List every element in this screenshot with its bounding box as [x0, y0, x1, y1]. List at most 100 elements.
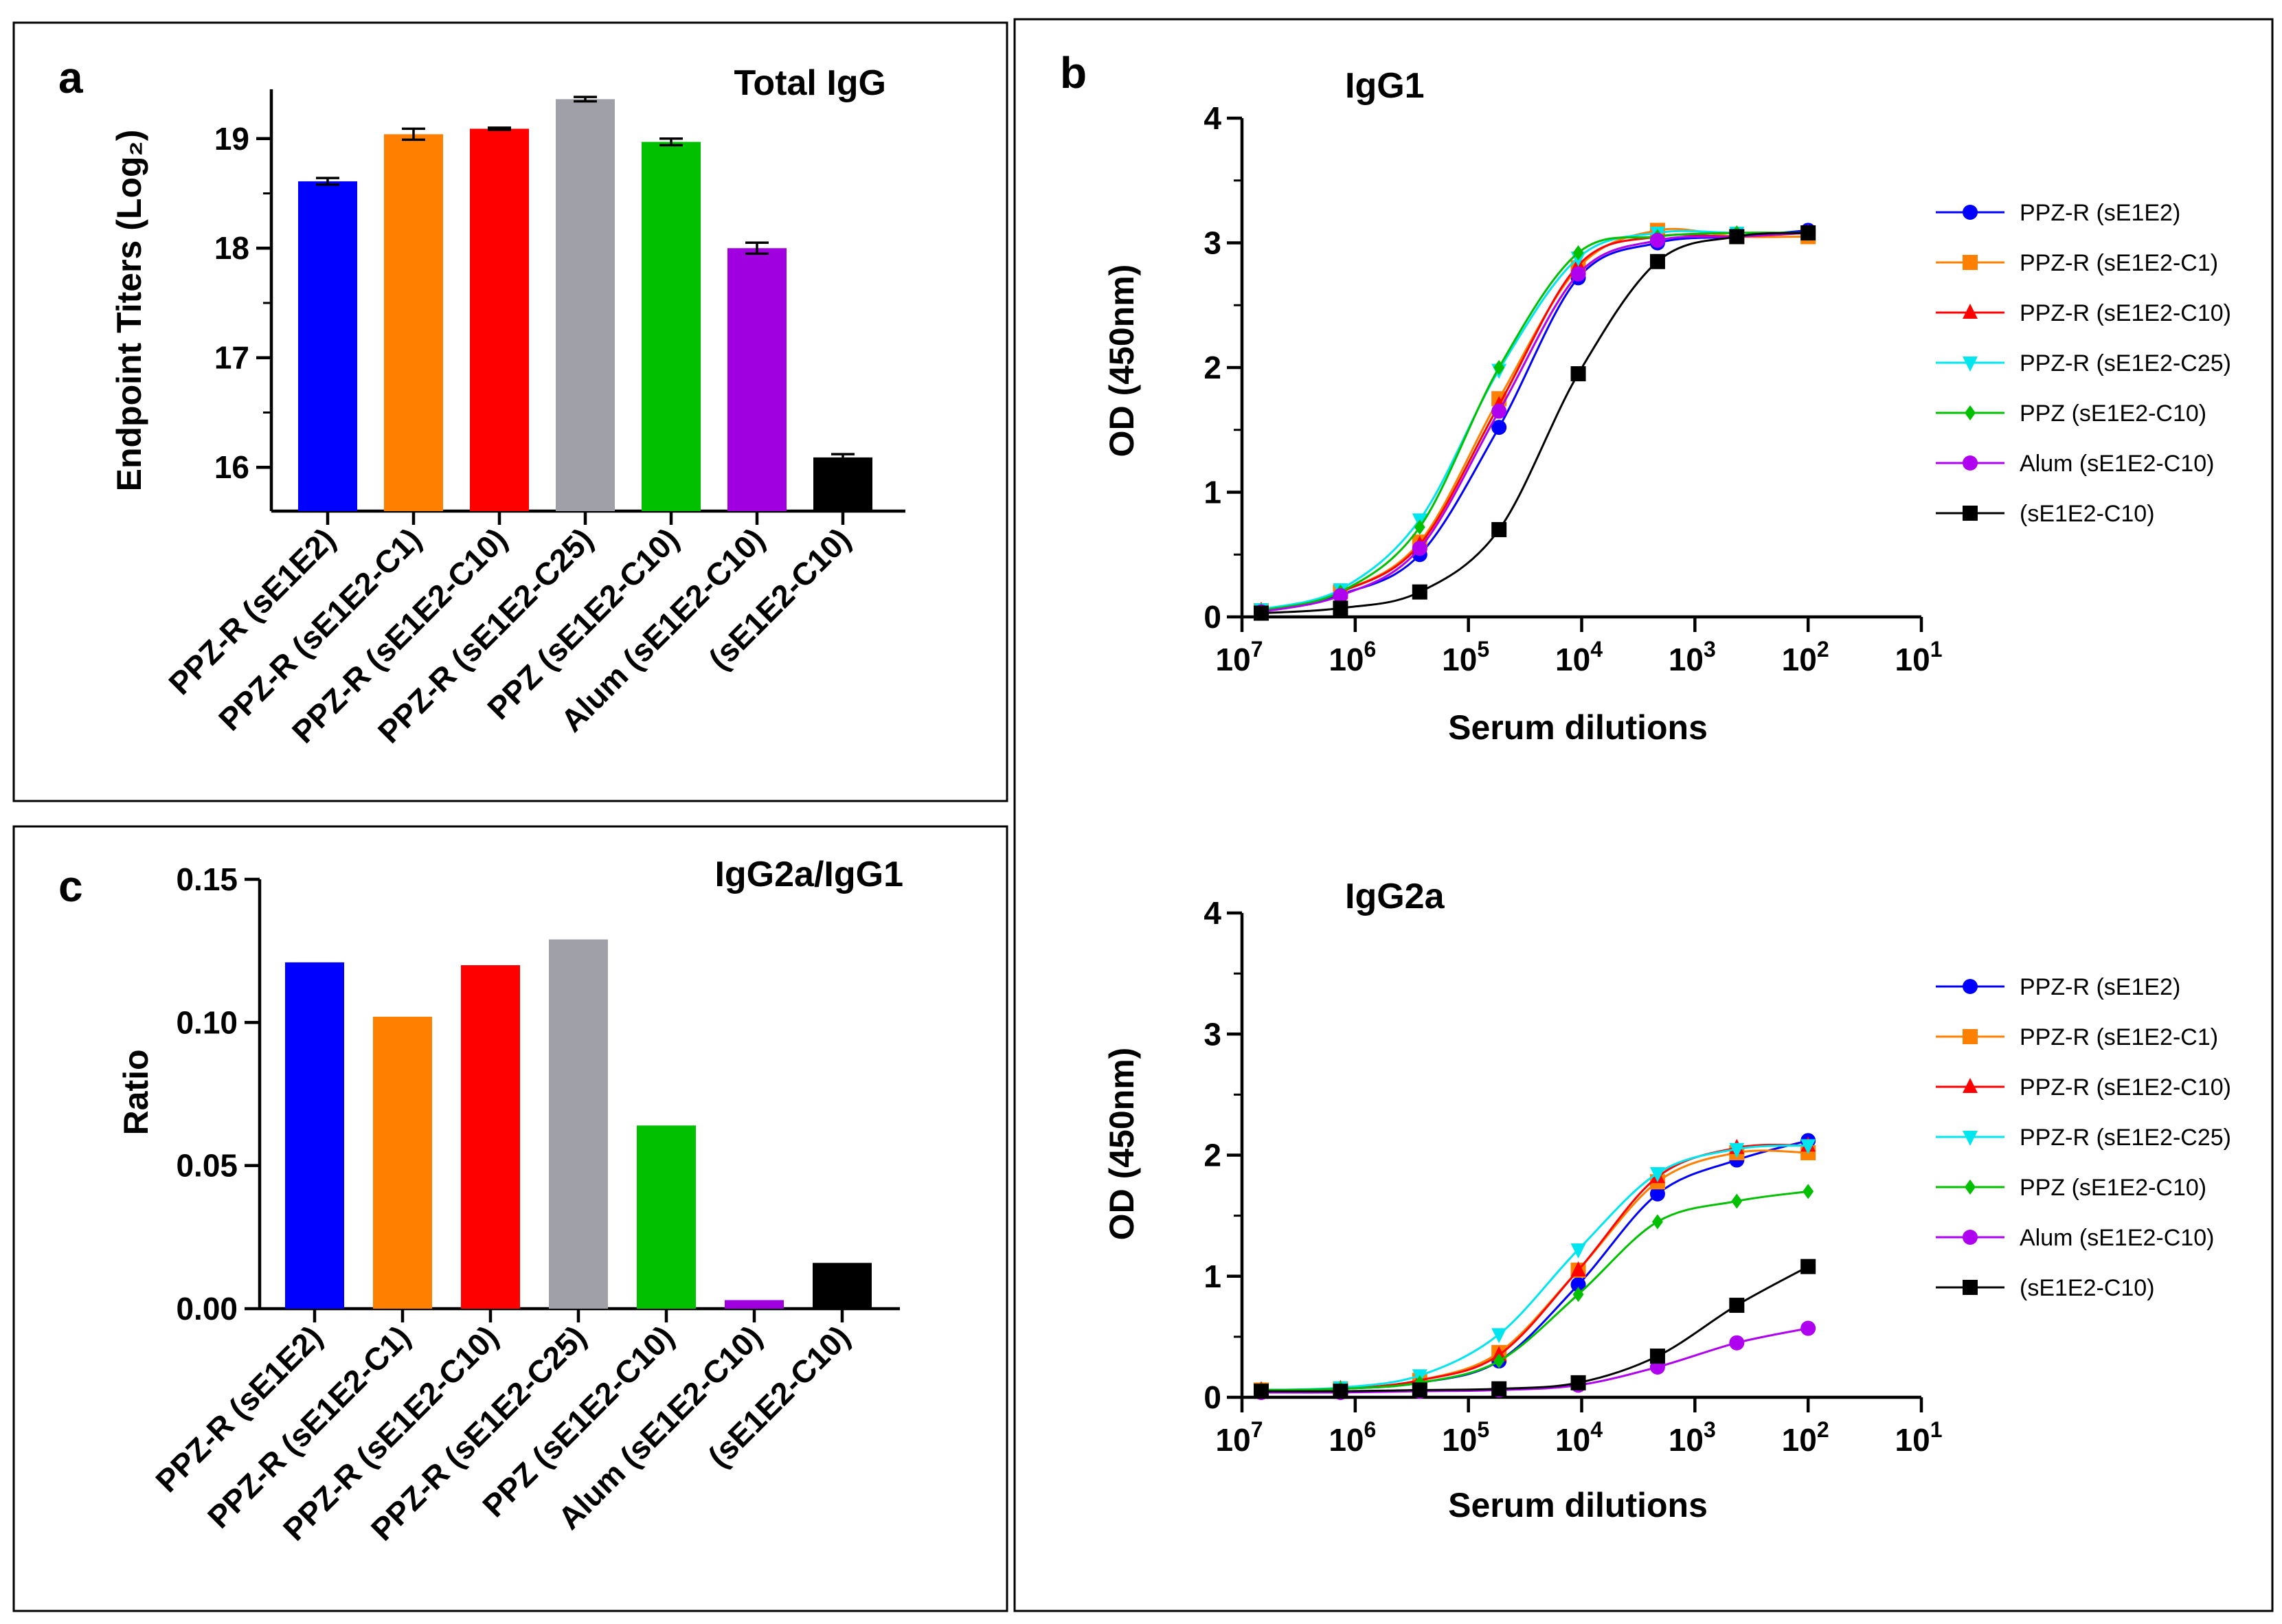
chart-b2-y-tick-label: 2 — [1204, 1138, 1221, 1173]
chart-b2-data-point-ppz-r-se1e2 — [1570, 1277, 1586, 1293]
chart-b1-legend-marker — [1963, 455, 1978, 471]
chart-b2-series-line-ppz-r-se1e2-c25 — [1261, 1144, 1809, 1391]
chart-c-bar-ppz-r-se1e2 — [285, 962, 344, 1309]
panel-b-letter: b — [1060, 48, 1087, 98]
chart-b2-data-point-se1e2-c10 — [1570, 1375, 1586, 1390]
chart-b1-data-point-ppz-se1e2-c10 — [1493, 360, 1505, 375]
chart-b1-x-tick-label: 105 — [1442, 637, 1489, 677]
chart-c-bar-se1e2-c10 — [813, 1263, 872, 1309]
chart-b2-data-point-ppz-r-se1e2-c10 — [1570, 1261, 1586, 1276]
chart-b1-x-tick-label: 106 — [1329, 637, 1376, 677]
chart-a-total-igg: Total IgG Endpoint Titers (Log₂) 16 17 18 1… — [110, 63, 905, 750]
chart-b2-legend-marker — [1963, 1230, 1978, 1245]
chart-b2-series-line-se1e2-c10 — [1261, 1265, 1809, 1392]
chart-b2-y-tick-label: 4 — [1204, 895, 1221, 931]
chart-b1-legend-marker — [1965, 405, 1976, 420]
chart-b2-data-point-se1e2-c10 — [1254, 1384, 1269, 1399]
panel-c-letter: c — [58, 861, 83, 911]
chart-a-y-tick-label: 19 — [214, 121, 249, 157]
chart-b1-xlabel: Serum dilutions — [1448, 708, 1708, 747]
chart-b2-legend-label: PPZ (sE1E2-C10) — [2020, 1175, 2206, 1201]
chart-b2-legend-marker — [1963, 1131, 1978, 1146]
chart-b1-data-point-alum-se1e2-c10 — [1412, 541, 1427, 556]
chart-b1-legend-label: PPZ (sE1E2-C10) — [2020, 401, 2206, 427]
chart-b2-data-point-alum-se1e2-c10 — [1729, 1335, 1745, 1351]
chart-a-ylabel: Endpoint Titers (Log₂) — [110, 130, 148, 492]
chart-b1-legend-label: (sE1E2-C10) — [2020, 501, 2155, 527]
chart-b1-data-point-alum-se1e2-c10 — [1570, 266, 1586, 282]
chart-b1-data-point-se1e2-c10 — [1412, 584, 1427, 600]
chart-b2-y-tick-label: 1 — [1204, 1259, 1221, 1294]
chart-b1-data-point-se1e2-c10 — [1729, 229, 1745, 245]
chart-b2-legend-label: PPZ-R (sE1E2) — [2020, 974, 2180, 1000]
chart-b1-series-line-alum-se1e2-c10 — [1261, 232, 1809, 613]
chart-b2-series-line-ppz-r-se1e2-c1 — [1261, 1149, 1809, 1391]
chart-b2-x-tick-label: 103 — [1669, 1417, 1716, 1458]
chart-b1-data-point-se1e2-c10 — [1649, 253, 1665, 269]
chart-b2-data-point-ppz-se1e2-c10 — [1731, 1193, 1743, 1209]
chart-b1-y-tick-label: 4 — [1204, 100, 1221, 136]
chart-b2-data-point-ppz-se1e2-c10 — [1572, 1287, 1584, 1302]
chart-b1-y-tick-label: 3 — [1204, 225, 1221, 261]
chart-b2-data-point-se1e2-c10 — [1800, 1259, 1816, 1274]
chart-b1-legend-marker — [1963, 304, 1978, 319]
chart-b1-data-point-alum-se1e2-c10 — [1649, 232, 1665, 248]
chart-b2-y-tick-label: 3 — [1204, 1016, 1221, 1052]
chart-a-bar-se1e2-c10 — [813, 457, 872, 511]
chart-b2-data-point-ppz-se1e2-c10 — [1803, 1184, 1814, 1199]
chart-c-bar-alum-se1e2-c10 — [725, 1300, 784, 1309]
chart-b1-y-tick-label: 0 — [1204, 599, 1221, 635]
chart-b2-data-point-ppz-r-se1e2 — [1649, 1186, 1665, 1202]
chart-b2-legend-marker — [1965, 1180, 1976, 1195]
chart-b2-data-point-se1e2-c10 — [1412, 1382, 1427, 1398]
chart-b-igg1: IgG1 Serum dilutions OD (450nm) 0 1 2 3 4 107… — [1103, 66, 2231, 747]
chart-b1-y-tick-label: 2 — [1204, 350, 1221, 385]
chart-b1-y-tick-label: 1 — [1204, 475, 1221, 510]
chart-c-y-tick-label: 0.00 — [176, 1291, 238, 1327]
chart-b1-series-line-ppz-r-se1e2-c1 — [1261, 227, 1809, 612]
chart-b1-data-point-ppz-se1e2-c10 — [1572, 245, 1584, 261]
chart-b1-x-tick-label: 103 — [1669, 637, 1716, 677]
chart-b2-data-point-ppz-r-se1e2-c25 — [1800, 1139, 1816, 1155]
chart-b1-legend-label: PPZ-R (sE1E2-C10) — [2020, 300, 2231, 326]
chart-b1-ylabel: OD (450nm) — [1103, 264, 1141, 458]
panel-c-frame — [12, 825, 1008, 1612]
chart-b1-data-point-se1e2-c10 — [1570, 366, 1586, 382]
chart-b2-legend-label: (sE1E2-C10) — [2020, 1275, 2155, 1301]
chart-b2-data-point-alum-se1e2-c10 — [1800, 1320, 1816, 1336]
chart-a-y-tick-label: 16 — [214, 449, 249, 485]
chart-b2-legend-marker — [1963, 979, 1978, 994]
chart-b1-series-line-ppz-r-se1e2-c10 — [1261, 232, 1809, 612]
chart-b2-legend-label: PPZ-R (sE1E2-C1) — [2020, 1024, 2218, 1050]
chart-b1-legend-label: PPZ-R (sE1E2-C25) — [2020, 350, 2231, 376]
chart-b2-data-point-se1e2-c10 — [1333, 1384, 1348, 1399]
chart-a-y-tick-label: 17 — [214, 340, 249, 376]
chart-b1-legend-marker — [1963, 255, 1978, 270]
chart-c-bar-ppz-se1e2-c10 — [637, 1125, 696, 1309]
chart-b2-legend-label: PPZ-R (sE1E2-C25) — [2020, 1125, 2231, 1151]
chart-b2-series-line-alum-se1e2-c10 — [1261, 1327, 1809, 1394]
chart-b2-data-point-ppz-r-se1e2-c25 — [1649, 1166, 1665, 1182]
chart-b2-data-point-ppz-r-se1e2-c25 — [1729, 1142, 1745, 1158]
chart-b1-legend-label: PPZ-R (sE1E2) — [2020, 200, 2180, 226]
chart-b1-title: IgG1 — [1345, 66, 1425, 106]
chart-b2-x-tick-label: 105 — [1442, 1417, 1489, 1458]
chart-b2-series-line-ppz-r-se1e2 — [1261, 1139, 1809, 1391]
chart-b2-ylabel: OD (450nm) — [1103, 1048, 1141, 1241]
chart-b1-data-point-se1e2-c10 — [1800, 225, 1816, 240]
chart-c-bar-ppz-r-se1e2-c1 — [373, 1017, 432, 1309]
chart-b2-data-point-ppz-se1e2-c10 — [1651, 1214, 1663, 1230]
chart-b1-x-tick-label: 102 — [1782, 637, 1829, 677]
chart-b1-series-line-ppz-se1e2-c10 — [1261, 232, 1809, 612]
chart-b1-data-point-se1e2-c10 — [1254, 605, 1269, 621]
chart-b2-legend-label: Alum (sE1E2-C10) — [2020, 1225, 2214, 1251]
chart-b1-data-point-alum-se1e2-c10 — [1333, 588, 1348, 604]
chart-b2-data-point-se1e2-c10 — [1491, 1381, 1507, 1397]
chart-b-igg2a: IgG2a Serum dilutions OD (450nm) 0 1 2 3 4 10… — [1103, 877, 2231, 1524]
chart-b2-legend-marker — [1963, 1029, 1978, 1044]
chart-b1-x-tick-label: 101 — [1895, 637, 1943, 677]
chart-b1-data-point-se1e2-c10 — [1333, 600, 1348, 616]
chart-b2-x-tick-label: 101 — [1895, 1417, 1943, 1458]
chart-c-title: IgG2a/IgG1 — [714, 855, 903, 894]
